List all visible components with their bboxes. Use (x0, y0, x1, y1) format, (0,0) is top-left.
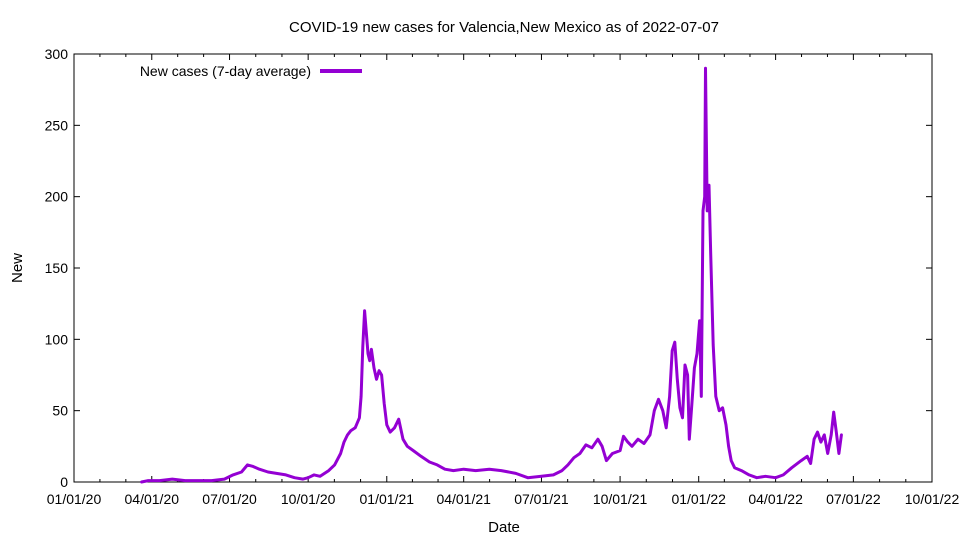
x-axis-title: Date (488, 519, 520, 536)
x-tick-label: 04/01/22 (748, 491, 803, 507)
x-tick-label: 01/01/21 (360, 491, 415, 507)
x-tick-label: 01/01/22 (671, 491, 726, 507)
x-tick-label: 04/01/20 (125, 491, 180, 507)
y-tick-label: 50 (52, 403, 68, 419)
x-tick-label: 07/01/21 (514, 491, 569, 507)
x-tick-label: 07/01/20 (202, 491, 257, 507)
x-tick-label: 10/01/20 (281, 491, 336, 507)
y-tick-label: 0 (60, 474, 68, 490)
x-tick-label: 10/01/22 (905, 491, 960, 507)
y-tick-label: 300 (45, 46, 69, 62)
series-group (140, 66, 843, 484)
x-tick-label: 01/01/20 (47, 491, 102, 507)
x-tick-label: 04/01/21 (436, 491, 491, 507)
series-line (140, 66, 843, 484)
x-tick-label: 07/01/22 (826, 491, 881, 507)
y-tick-label: 200 (45, 189, 69, 205)
plot-frame (73, 53, 933, 483)
x-tick-label: 10/01/21 (593, 491, 648, 507)
legend-label: New cases (7-day average) (140, 63, 311, 79)
y-tick-label: 250 (45, 117, 69, 133)
y-tick-label: 150 (45, 260, 69, 276)
chart-title: COVID-19 new cases for Valencia,New Mexi… (289, 19, 719, 36)
y-axis-title: New (9, 253, 26, 283)
y-axis: 0 50 100 150 200 250 300 (45, 46, 932, 490)
y-tick-label: 100 (45, 331, 69, 347)
x-axis: 01/01/20 04/01/20 07/01/20 10/01/20 01/01/21… (47, 54, 960, 507)
legend: New cases (7-day average) (140, 63, 362, 79)
